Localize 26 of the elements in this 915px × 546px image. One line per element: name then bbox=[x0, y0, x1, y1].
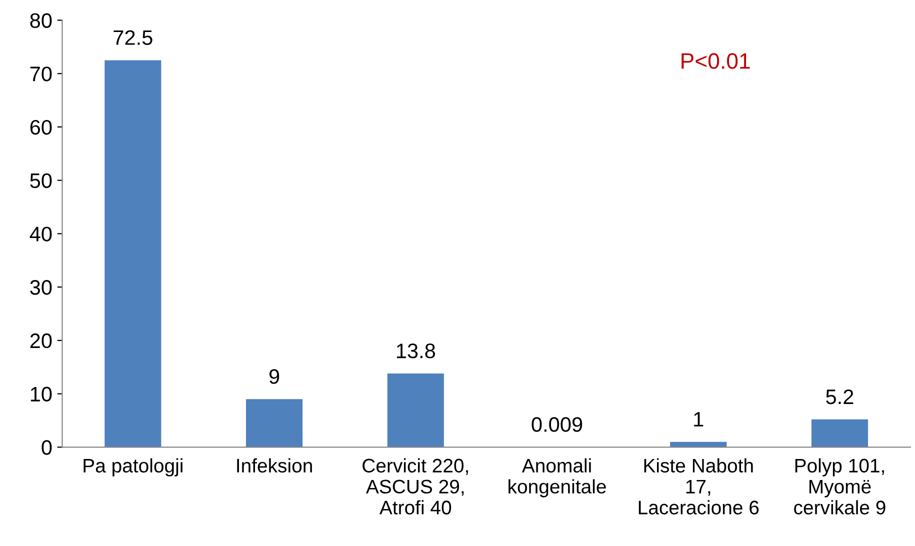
data-label: 5.2 bbox=[826, 389, 854, 404]
x-tick-label: Kiste Naboth 17, Laceracione 6 bbox=[638, 458, 759, 514]
x-tick-label: Anomali kongenitale bbox=[508, 458, 606, 498]
bar bbox=[246, 399, 303, 448]
data-label: 0.009 bbox=[532, 417, 582, 432]
x-tick-label: Cervicit 220, ASCUS 29, Atrofi 40 bbox=[362, 458, 468, 514]
y-tick-label: 60 bbox=[30, 120, 52, 135]
bar bbox=[387, 374, 444, 448]
y-tick-label: 20 bbox=[30, 333, 52, 348]
data-label: 72.5 bbox=[114, 30, 152, 45]
y-tick-label: 80 bbox=[30, 13, 52, 28]
y-tick-label: 70 bbox=[30, 66, 52, 82]
data-label: 13.8 bbox=[396, 344, 436, 358]
y-tick-label: 10 bbox=[30, 386, 52, 402]
y-tick-label: 50 bbox=[30, 173, 52, 188]
x-tick-label: Infeksion bbox=[237, 458, 312, 473]
bar bbox=[811, 419, 868, 448]
x-tick-label: Polyp 101, Myomë cervikale 9 bbox=[794, 458, 886, 514]
data-label: 9 bbox=[269, 369, 280, 384]
x-tick-label: Pa patologji bbox=[84, 458, 182, 476]
y-tick-label: 30 bbox=[30, 280, 52, 295]
bar bbox=[104, 60, 162, 448]
annotation: P<0.01 bbox=[682, 53, 750, 69]
y-tick-label: 40 bbox=[30, 226, 52, 242]
y-tick-label: 0 bbox=[42, 440, 52, 455]
data-label: 1 bbox=[694, 412, 704, 426]
